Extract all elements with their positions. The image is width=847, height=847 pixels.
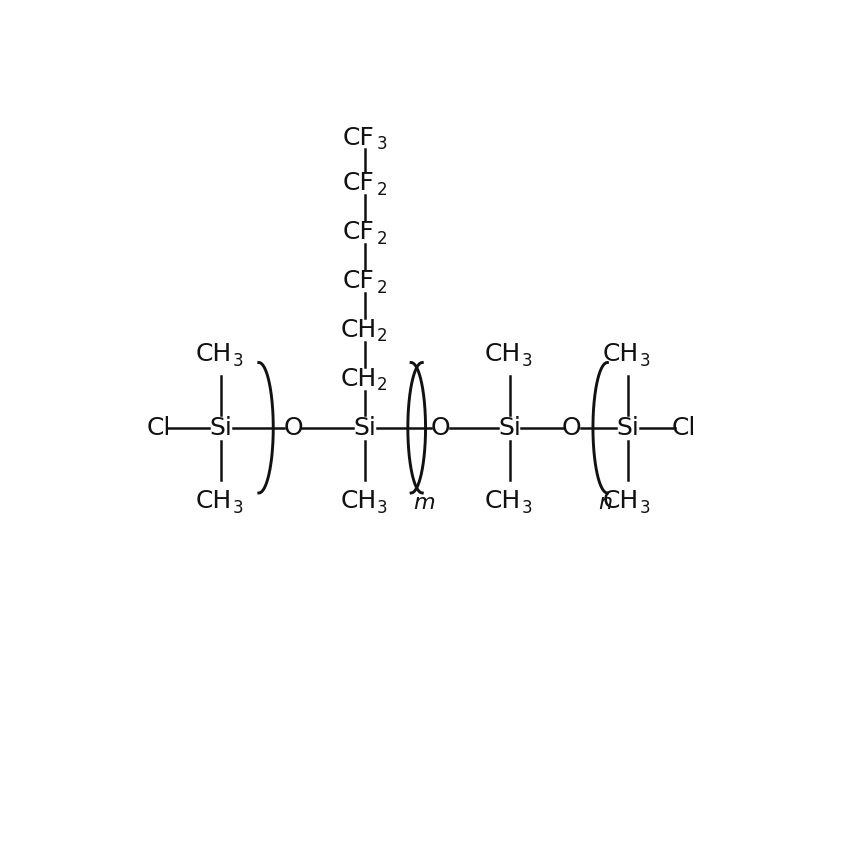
Text: CH: CH — [603, 490, 639, 513]
Text: 3: 3 — [522, 499, 532, 517]
Text: CH: CH — [484, 342, 521, 366]
Text: 3: 3 — [377, 135, 388, 153]
Text: 2: 2 — [377, 230, 388, 247]
Text: m: m — [413, 493, 435, 512]
Text: 3: 3 — [377, 499, 388, 517]
Text: 2: 2 — [377, 279, 388, 296]
Text: CH: CH — [603, 342, 639, 366]
Text: Cl: Cl — [672, 416, 695, 440]
Text: CF: CF — [343, 171, 374, 195]
Text: O: O — [562, 416, 582, 440]
Text: Si: Si — [498, 416, 521, 440]
Text: 2: 2 — [377, 376, 388, 395]
Text: 3: 3 — [233, 352, 243, 369]
Text: CH: CH — [340, 318, 377, 342]
Text: CH: CH — [340, 490, 377, 513]
Text: 3: 3 — [639, 352, 650, 369]
Text: CH: CH — [196, 490, 232, 513]
Text: n: n — [598, 493, 612, 512]
Text: 3: 3 — [639, 499, 650, 517]
Text: CH: CH — [196, 342, 232, 366]
Text: O: O — [283, 416, 302, 440]
Text: Cl: Cl — [147, 416, 170, 440]
Text: CH: CH — [484, 490, 521, 513]
Text: O: O — [431, 416, 451, 440]
Text: 3: 3 — [233, 499, 243, 517]
Text: Si: Si — [617, 416, 639, 440]
Text: 2: 2 — [377, 328, 388, 346]
Text: CH: CH — [340, 367, 377, 390]
Text: Si: Si — [354, 416, 377, 440]
Text: CF: CF — [343, 125, 374, 150]
Text: CF: CF — [343, 269, 374, 293]
Text: 3: 3 — [522, 352, 532, 369]
Text: Si: Si — [209, 416, 232, 440]
Text: 2: 2 — [377, 180, 388, 199]
Text: CF: CF — [343, 220, 374, 244]
